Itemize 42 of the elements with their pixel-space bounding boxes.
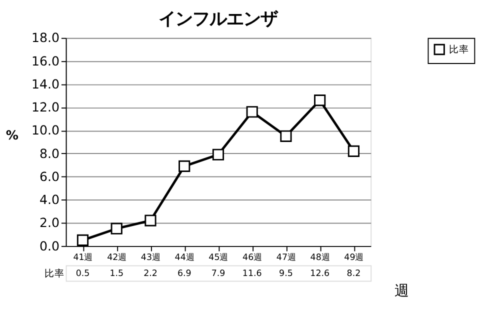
data-label: 11.6: [242, 268, 262, 279]
y-tick-label: 2.0: [40, 215, 60, 230]
point: [314, 94, 326, 106]
point: [110, 222, 122, 234]
x-tick-label: 44週: [174, 252, 195, 263]
x-tick-label: 46週: [242, 252, 263, 263]
point: [144, 214, 156, 226]
data-label: 1.5: [110, 268, 124, 279]
x-tick-label: 49週: [344, 252, 364, 263]
x-tick-label: 41週: [73, 252, 94, 263]
y-tick-label: 8.0: [40, 146, 60, 161]
y-tick-label: 4.0: [40, 192, 60, 208]
y-tick-label: 0.0: [40, 238, 60, 254]
text: 比率: [44, 268, 64, 280]
data-label: 0.5: [76, 268, 90, 279]
y-tick-label: 14.0: [32, 76, 60, 92]
chart-title: インフルエンザ: [158, 9, 279, 30]
y-tick-label: 6.0: [40, 168, 60, 184]
data-label: 9.5: [279, 268, 293, 279]
point: [76, 234, 89, 246]
point: [212, 148, 224, 160]
y-tick-label: 16.0: [32, 53, 60, 68]
x-tick-label: 43週: [140, 252, 161, 263]
x-tick-label: 45週: [208, 252, 229, 263]
x-tick-label: 48週: [310, 252, 330, 263]
legend-label: 比率: [449, 43, 470, 56]
point: [246, 106, 258, 118]
y-tick-label: 12.0: [32, 100, 60, 115]
x-tick-label: 47週: [276, 252, 296, 263]
point: [280, 130, 292, 142]
data-label: 12.6: [310, 268, 330, 279]
data-label: 6.9: [177, 268, 192, 279]
y-axis-title: %: [6, 128, 19, 142]
data-label: 7.9: [211, 268, 226, 279]
y-tick-label: 18.0: [32, 30, 60, 46]
data-label: 2.2: [144, 268, 158, 279]
point: [348, 145, 360, 157]
data-label: 8.2: [346, 268, 361, 279]
x-tick-label: 42週: [107, 252, 128, 263]
y-tick-label: 10.0: [32, 122, 60, 138]
x-axis-title: 週: [394, 283, 410, 300]
point: [178, 160, 190, 172]
